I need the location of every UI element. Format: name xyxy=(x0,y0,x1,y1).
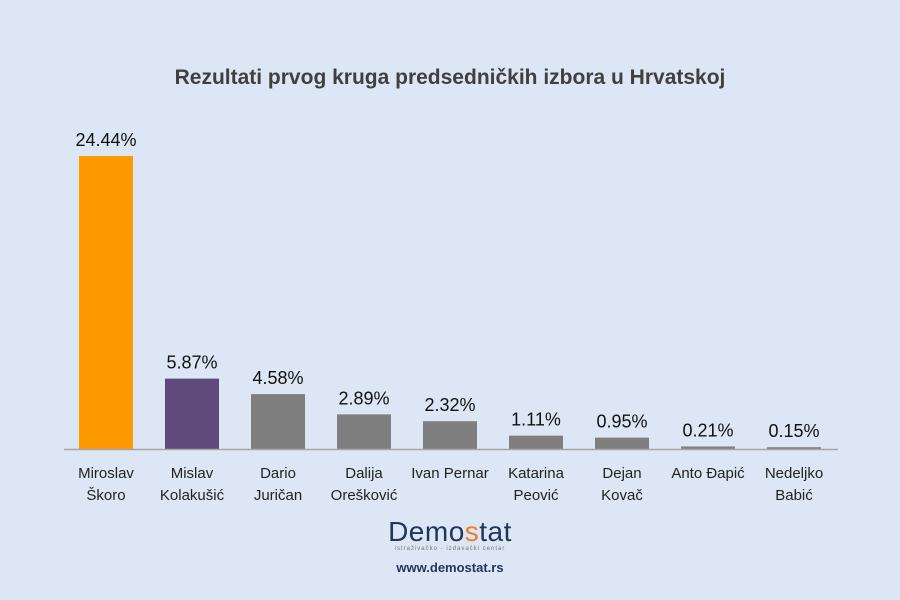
chart-title: Rezultati prvog kruga predsedničkih izbo… xyxy=(174,66,726,89)
logo-subtitle: istraživačko - izdavački centar xyxy=(394,546,506,552)
category-label: Dario xyxy=(260,465,296,482)
data-label: 0.95% xyxy=(596,412,647,432)
logo-part: tat xyxy=(479,516,512,547)
data-label: 2.89% xyxy=(338,388,389,408)
category-label: Ivan Pernar xyxy=(411,465,489,482)
bar xyxy=(337,414,391,449)
logo-part: s xyxy=(464,516,480,547)
data-label: 0.15% xyxy=(768,421,819,441)
data-label: 1.11% xyxy=(511,410,561,430)
category-label: Nedeljko xyxy=(765,465,823,482)
bar xyxy=(79,156,133,449)
category-label: Dejan xyxy=(602,465,641,482)
data-label: 5.87% xyxy=(166,353,217,373)
website-url: www.demostat.rs xyxy=(396,560,504,575)
bar xyxy=(509,435,563,449)
category-label: Peović xyxy=(513,487,559,504)
demostat-logo: Demostat istraživačko - izdavački centar… xyxy=(380,518,520,576)
category-label: Škoro xyxy=(86,487,125,504)
category-label: Kovač xyxy=(601,487,643,504)
bar xyxy=(767,447,821,449)
category-label: Anto Đapić xyxy=(671,465,745,482)
data-label: 2.32% xyxy=(424,395,475,415)
logo-part: Demo xyxy=(388,516,465,547)
logo-name: Demostat xyxy=(380,518,520,546)
bar xyxy=(251,394,305,449)
category-label: Juričan xyxy=(254,487,302,504)
data-label: 0.21% xyxy=(682,420,733,440)
category-label: Mislav xyxy=(171,465,214,482)
bar xyxy=(595,437,649,449)
category-label: Orešković xyxy=(331,487,398,504)
data-label: 4.58% xyxy=(252,368,303,388)
bar xyxy=(165,378,219,449)
category-label: Katarina xyxy=(508,465,565,482)
category-label: Dalija xyxy=(345,465,383,482)
category-label: Babić xyxy=(775,487,813,504)
data-label: 24.44% xyxy=(75,130,136,150)
bar xyxy=(681,446,735,449)
category-label: Kolakušić xyxy=(160,487,225,504)
bar xyxy=(423,421,477,449)
category-label: Miroslav xyxy=(78,465,134,482)
